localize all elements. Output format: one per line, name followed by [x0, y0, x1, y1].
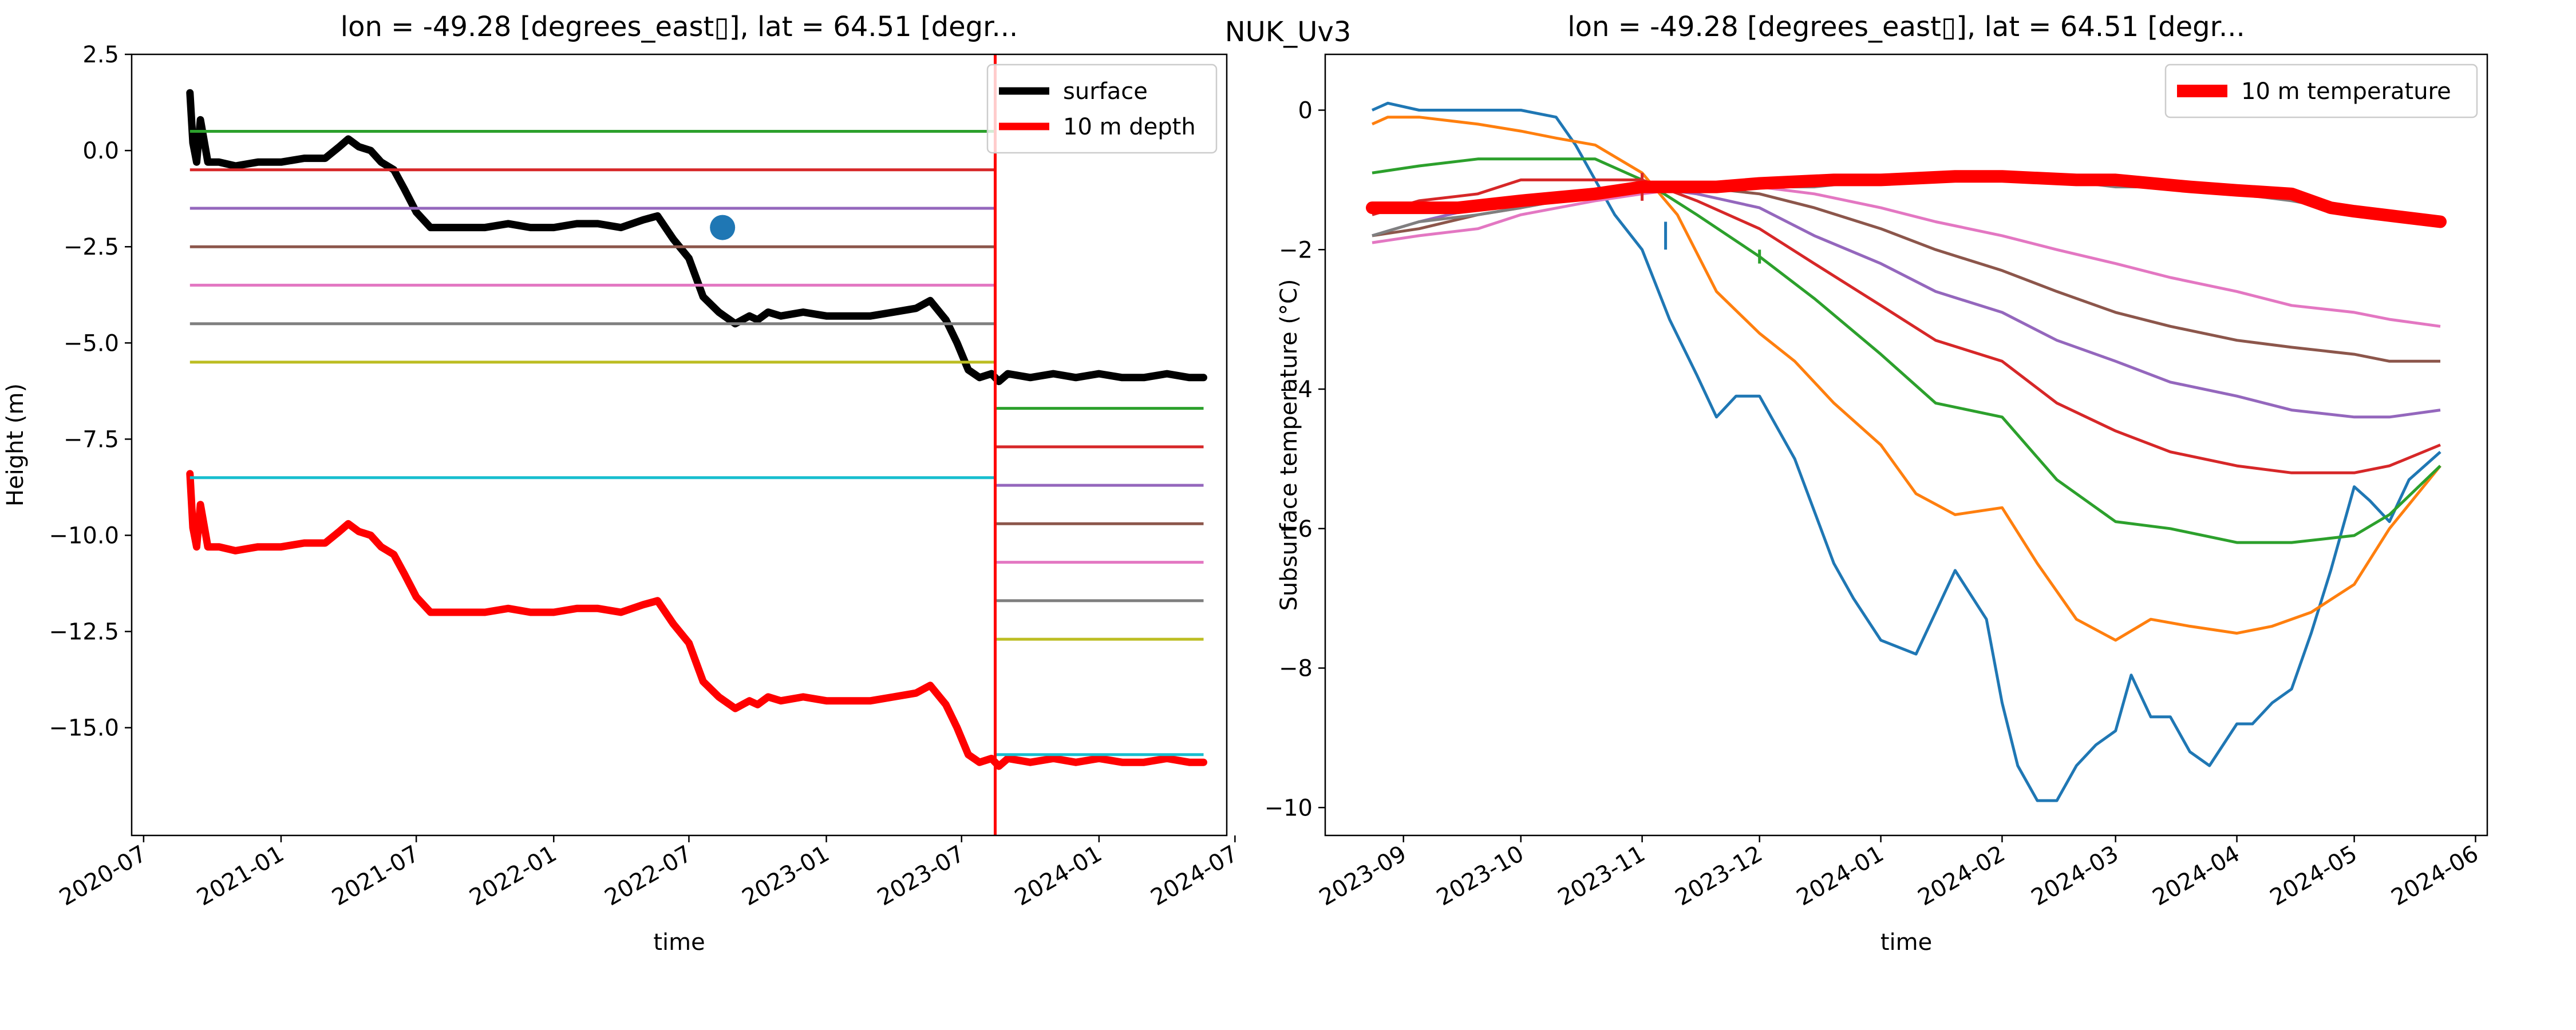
x-tick-label: 2023-11 [1554, 841, 1650, 911]
x-tick-label: 2024-01 [1792, 841, 1888, 911]
y-tick-label: −12.5 [49, 619, 119, 645]
x-tick-label: 2024-02 [1914, 841, 2010, 911]
chart-title: lon = -49.28 [degrees_east▯], lat = 64.5… [341, 11, 1018, 43]
y-tick-label: −2.5 [64, 234, 119, 260]
y-tick-label: −7.5 [64, 426, 119, 453]
x-axis-label: time [1880, 929, 1932, 956]
y-tick-label: −4 [1279, 377, 1313, 403]
figure-suptitle: NUK_Uv3 [1224, 16, 1352, 48]
series-line-5 [189, 207, 1204, 487]
y-tick-label: −2 [1279, 237, 1313, 263]
chart-1: 2.5 0.0 −2.5 −5.0 −7.5 −10.0 −12.5 −15.0 2020-07… [2, 11, 1242, 956]
y-axis-label: Height (m) [2, 383, 29, 506]
x-tick-label: 2022-01 [465, 841, 562, 911]
series-line-3 [1372, 157, 2441, 544]
y-tick-label: −15.0 [49, 715, 119, 742]
legend: 10 m temperature [2164, 64, 2478, 118]
legend-box [986, 64, 1218, 154]
legend: surface 10 m depth [986, 64, 1218, 154]
x-tick-label: 2023-01 [738, 841, 834, 911]
y-tick-label: 0 [1298, 98, 1313, 124]
x-tick-label: 2023-09 [1315, 841, 1411, 911]
legend-label: 10 m temperature [2241, 78, 2451, 105]
series-line-1 [1371, 101, 2441, 802]
x-tick-label: 2024-01 [1010, 841, 1107, 911]
data-point-1 [710, 215, 736, 240]
x-tick-label: 2024-07 [1147, 841, 1243, 911]
x-axis-label: time [653, 929, 705, 956]
series-line-9 [189, 360, 1204, 641]
x-tick-label: 2024-06 [2387, 841, 2483, 911]
y-tick-label: 2.5 [82, 42, 119, 68]
series-line-7 [1372, 185, 2441, 328]
axes-frame [131, 53, 1228, 837]
legend-label: surface [1063, 78, 1148, 105]
x-tick-label: 2023-10 [1432, 841, 1528, 911]
legend-label: 10 m depth [1063, 114, 1196, 140]
series-line-4 [189, 168, 1204, 449]
y-tick-label: −5.0 [64, 330, 119, 356]
x-tick-label: 2023-12 [1671, 841, 1767, 911]
y-tick-label: 0.0 [82, 138, 119, 164]
y-tick-label: −6 [1279, 516, 1313, 542]
legend-box [2164, 64, 2478, 118]
series-line-2 [1371, 116, 2441, 642]
series-line-8 [189, 322, 1204, 603]
y-tick-label: −10.0 [49, 523, 119, 549]
x-tick-label: 2022-07 [600, 841, 697, 911]
x-tick-label: 2021-07 [327, 841, 424, 911]
x-tick-label: 2023-07 [873, 841, 969, 911]
chart-title: lon = -49.28 [degrees_east▯], lat = 64.5… [1567, 11, 2245, 43]
series-line-7 [189, 283, 1204, 564]
x-tick-label: 2024-03 [2027, 841, 2123, 911]
y-tick-label: −8 [1279, 656, 1313, 682]
x-tick-label: 2024-05 [2266, 841, 2362, 911]
series-line-4 [1372, 178, 2441, 474]
x-tick-label: 2021-01 [192, 841, 289, 911]
y-tick-label: −10 [1265, 795, 1313, 821]
axes-frame [1324, 53, 2488, 837]
series-line-2 [186, 470, 1207, 770]
series-line-12 [1366, 170, 2447, 228]
x-tick-label: 2024-04 [2148, 841, 2245, 911]
y-axis-label: Subsurface temperature (°C) [1276, 279, 1302, 611]
x-tick-label: 2020-07 [55, 841, 151, 911]
series-line-10 [189, 476, 1204, 756]
